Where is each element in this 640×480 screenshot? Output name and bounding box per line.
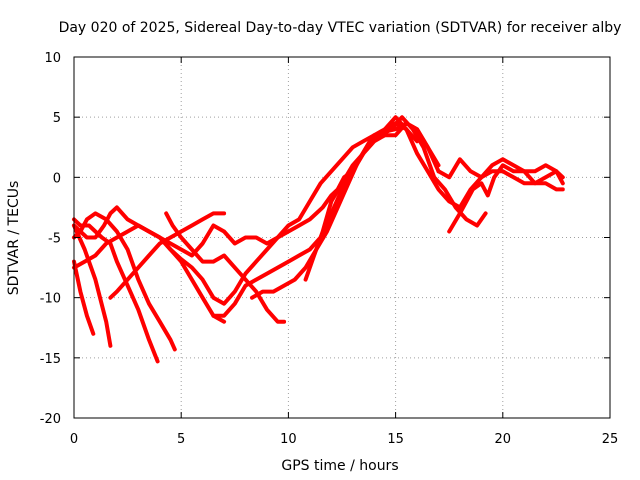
y-tick-label: 5 — [53, 111, 61, 126]
y-tick-label: -20 — [40, 412, 61, 427]
series-arc-6 — [72, 121, 441, 270]
y-axis-label: SDTVAR / TECUs — [6, 181, 22, 296]
series-arc-3 — [72, 217, 160, 364]
x-tick-label: 5 — [177, 432, 185, 447]
y-tick-label: -10 — [40, 292, 61, 307]
grid — [74, 57, 610, 418]
series-arc-9 — [164, 211, 287, 324]
x-tick-label: 0 — [70, 432, 78, 447]
series-arc-13 — [447, 163, 565, 234]
series-arc-11 — [250, 115, 488, 300]
x-tick-label: 10 — [280, 432, 297, 447]
series-arc-8 — [136, 223, 227, 324]
y-tick-label: 10 — [44, 51, 61, 66]
series-arc-4 — [72, 211, 177, 352]
tick-labels: 0 5 10 15 20 25 -20 -15 -10 -5 0 5 10 — [40, 51, 619, 447]
x-tick-label: 15 — [387, 432, 404, 447]
series-layer — [72, 115, 565, 364]
x-tick-label: 20 — [495, 432, 512, 447]
y-tick-label: -5 — [48, 232, 61, 247]
y-tick-label: 0 — [53, 171, 61, 186]
chart-title: Day 020 of 2025, Sidereal Day-to-day VTE… — [59, 20, 622, 36]
series-arc-1 — [72, 259, 96, 336]
x-axis-label: GPS time / hours — [281, 458, 398, 474]
ticks — [73, 56, 611, 419]
y-tick-label: -15 — [40, 352, 61, 367]
series-arc-14 — [436, 157, 565, 192]
series-arc-2 — [72, 223, 113, 348]
x-tick-label: 25 — [602, 432, 619, 447]
series-arc-12 — [303, 115, 565, 282]
